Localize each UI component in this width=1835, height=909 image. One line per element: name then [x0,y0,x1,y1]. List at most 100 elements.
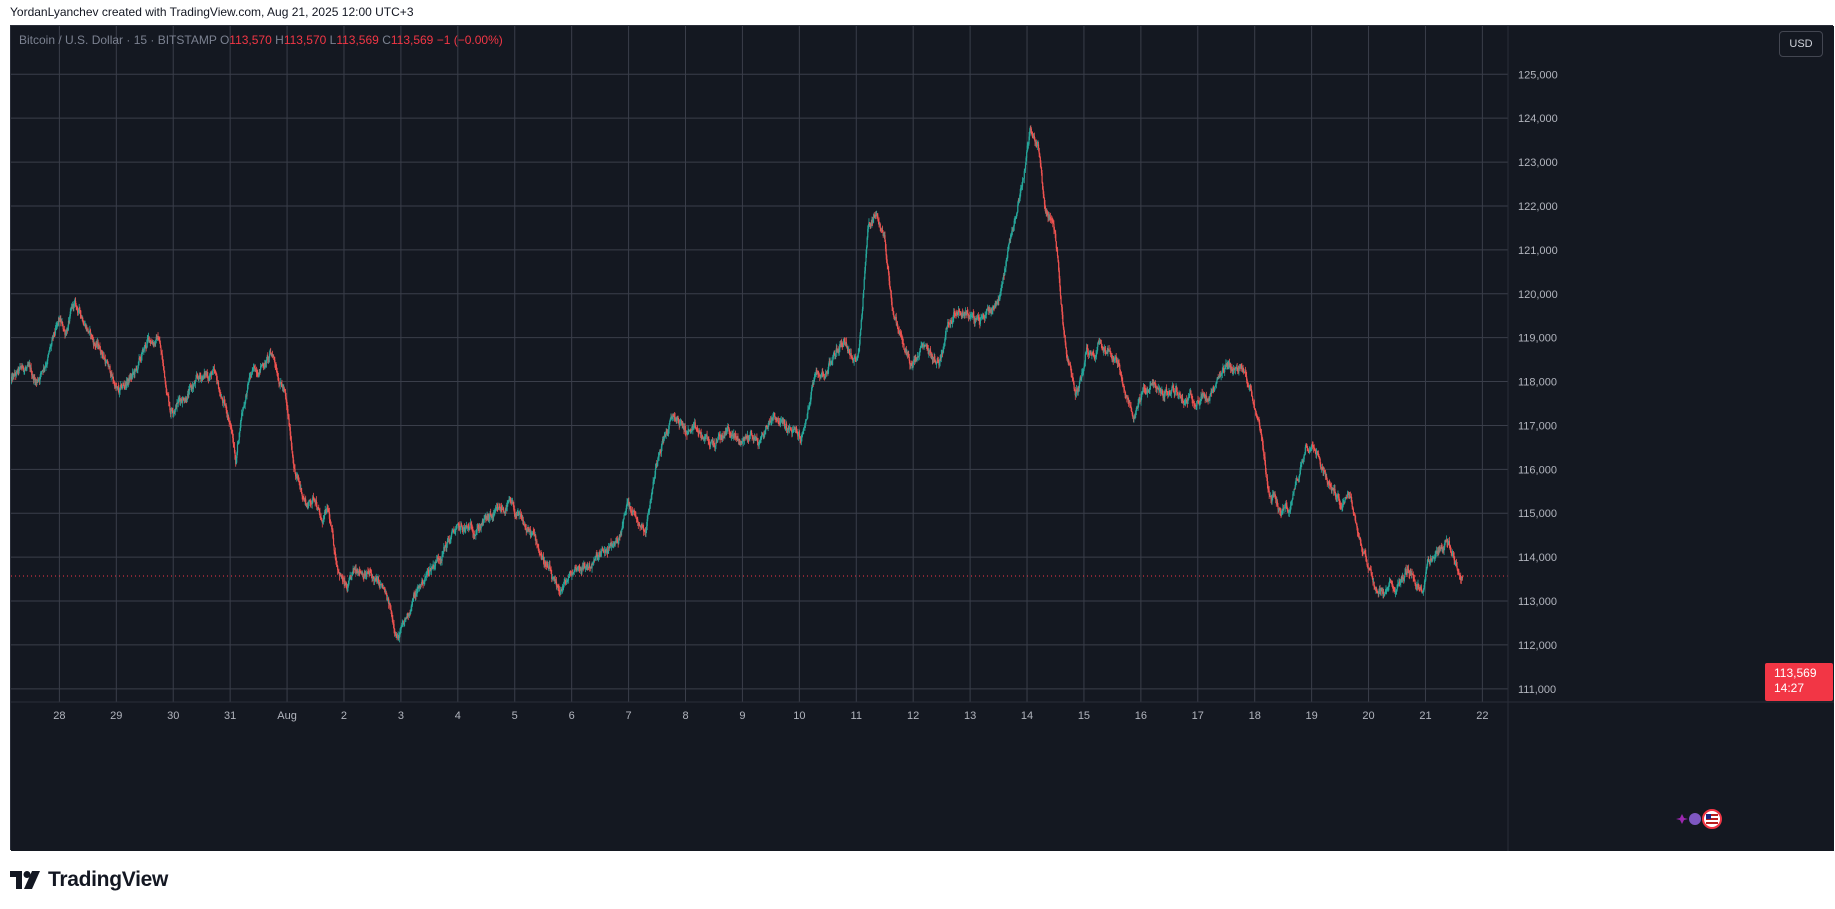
price-chart[interactable]: 111,000112,000113,000114,000115,000116,0… [11,26,1834,851]
candle-body [181,399,183,403]
candle [864,261,866,274]
candle-body [389,603,391,608]
candle [632,510,634,516]
candle-body [877,219,880,222]
candle-body [219,391,221,393]
candle [329,519,332,526]
candle [161,349,163,361]
candle-body [876,213,878,216]
candle-body [756,440,759,442]
candle-body [832,355,834,357]
candle-body [740,441,743,443]
candle-body [506,506,508,511]
candle-body [839,344,841,349]
candle-body [371,574,373,579]
candle [573,571,575,575]
candle-body [897,329,900,331]
candle-body [211,371,214,375]
candle-body [892,307,894,311]
candle-body [861,314,863,321]
candle-body [657,456,660,459]
candle [260,363,262,369]
candle [704,433,706,444]
candle [73,301,75,312]
candle [958,308,960,312]
candle-body [206,373,208,377]
candle-body [219,392,221,397]
chart-panel[interactable]: 111,000 112,000 113,000 114,000 115,000 116,0… [10,25,1834,851]
candle [323,515,325,523]
candle [755,436,757,442]
candle-body [859,335,861,344]
candle [130,373,132,380]
chart-background [11,26,1834,851]
candle [557,583,559,588]
candle [872,217,874,224]
candle [231,428,233,435]
candle-body [787,429,789,433]
candle-body [308,500,310,503]
candle-body [222,401,224,403]
candle-body [608,547,610,551]
candle-body [433,564,435,568]
candle [434,559,437,570]
candle-body [345,585,348,589]
candle [282,384,284,393]
candle [792,429,794,433]
candle-body [319,512,321,516]
candle-body [359,570,361,572]
candle-body [848,349,850,354]
candle [841,338,843,348]
candle [146,335,148,348]
candle-body [367,571,370,573]
candle [522,516,524,526]
candle-body [407,613,409,616]
candle-body [306,504,308,507]
candle [581,565,583,575]
candle [935,361,938,369]
candle [820,372,823,377]
candle [921,342,923,348]
candle-body [300,487,303,494]
candle-body [170,410,172,415]
candle-body [285,396,287,401]
candle-body [576,568,578,571]
candle-body [551,578,553,580]
candle [202,374,204,380]
candle [88,330,90,336]
candle [643,524,645,536]
candle [833,350,836,356]
candle-body [446,540,448,544]
candle-body [381,583,383,586]
candle-body [645,529,647,534]
candle [43,364,45,373]
candle-body [213,368,215,372]
candle [710,441,712,450]
candle-body [280,382,282,384]
candle-body [456,525,458,529]
candle-body [474,535,476,537]
candle-body [690,431,692,433]
candle [337,564,339,575]
candle-body [507,502,510,503]
candle-body [777,417,779,421]
candle-body [648,510,650,512]
candle [612,543,614,548]
candle-body [238,440,240,443]
candle [312,492,314,501]
candle [157,332,159,340]
candle-body [322,518,325,521]
candle-body [236,444,239,453]
candle-body [20,366,22,368]
candle [771,415,773,426]
candle-body [240,419,242,424]
candle-body [73,303,75,307]
candle-body [803,427,805,431]
candle [700,428,702,441]
candle [290,431,292,442]
candle-body [47,354,49,358]
candle-body [40,372,42,377]
candle [903,343,905,351]
candle-body [692,427,694,431]
candle-body [138,357,140,362]
